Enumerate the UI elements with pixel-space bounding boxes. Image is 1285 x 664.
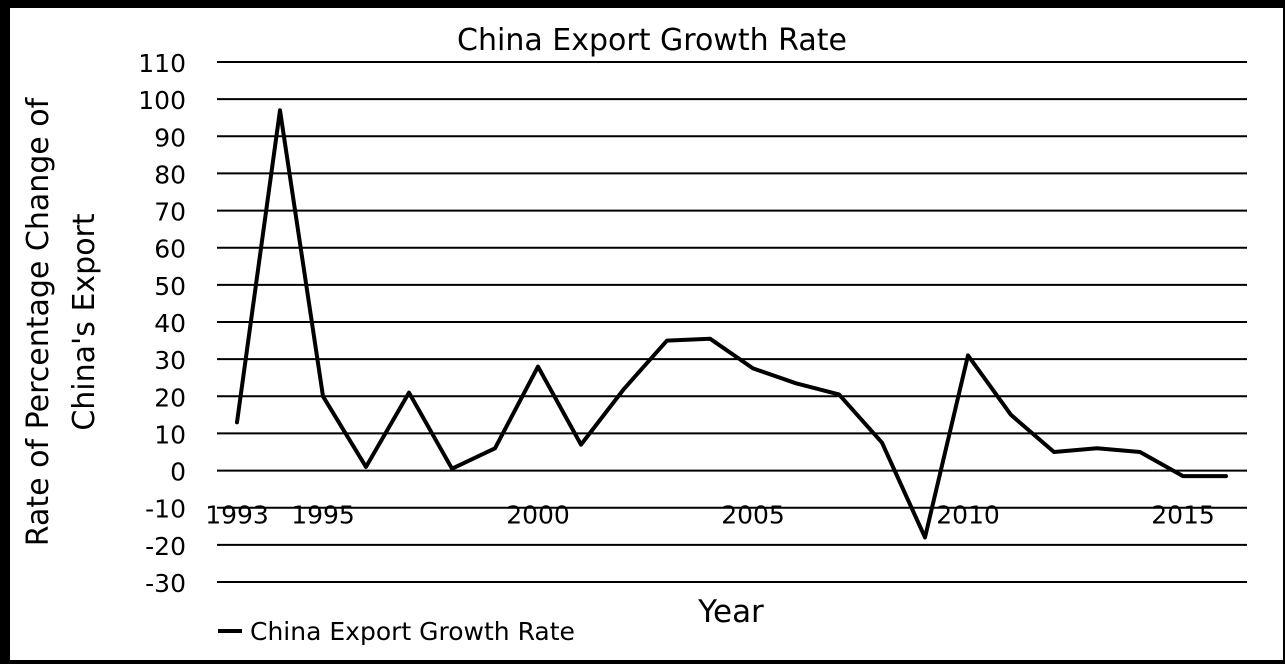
- data-point: [450, 467, 454, 471]
- gridlines: [217, 61, 1247, 583]
- data-point: [364, 465, 368, 469]
- x-tick-label: 1995: [291, 501, 355, 530]
- y-tick-label: 110: [138, 49, 186, 78]
- y-tick-label: 40: [154, 309, 186, 338]
- data-point: [1138, 450, 1142, 454]
- data-point: [1224, 474, 1228, 478]
- y-tick-label: -30: [145, 569, 186, 598]
- data-point: [235, 420, 239, 424]
- data-point: [665, 339, 669, 343]
- y-tick-label: 50: [154, 272, 186, 301]
- x-tick-label: 1993: [205, 501, 269, 530]
- legend-label: China Export Growth Rate: [250, 617, 575, 646]
- x-tick-label: 2000: [506, 501, 570, 530]
- data-point: [407, 391, 411, 395]
- x-axis-label: Year: [697, 594, 764, 630]
- data-point: [1181, 474, 1185, 478]
- y-tick-label: 20: [154, 383, 186, 412]
- y-tick-label: 90: [154, 123, 186, 152]
- y-tick-label: 70: [154, 198, 186, 227]
- data-point: [1095, 446, 1099, 450]
- y-tick-label: 0: [170, 458, 186, 487]
- series-lines: [235, 108, 1228, 540]
- data-point: [794, 381, 798, 385]
- y-tick-label: 10: [154, 420, 186, 449]
- x-tick-label: 2010: [936, 501, 1000, 530]
- data-point: [880, 441, 884, 445]
- y-tick-label: 60: [154, 235, 186, 264]
- x-tick-label: 2015: [1151, 501, 1215, 530]
- y-axis-label-line1: Rate of Percentage Change of: [21, 96, 56, 546]
- legend: China Export Growth Rate: [218, 617, 575, 646]
- data-point: [622, 387, 626, 391]
- data-point: [751, 366, 755, 370]
- y-tick-label: -10: [145, 495, 186, 524]
- x-tick-label: 2005: [721, 501, 785, 530]
- x-tick-labels: 1993 1995 2000 2005 2010 2015: [205, 501, 1215, 530]
- y-axis-label-line2: China's Export: [67, 213, 102, 431]
- y-tick-label: -20: [145, 532, 186, 561]
- data-point: [837, 392, 841, 396]
- data-point: [278, 108, 282, 112]
- y-tick-label: 30: [154, 346, 186, 375]
- data-point: [493, 446, 497, 450]
- y-tick-label: 100: [138, 86, 186, 115]
- data-point: [708, 337, 712, 341]
- data-point: [579, 443, 583, 447]
- data-point: [321, 394, 325, 398]
- data-point: [536, 365, 540, 369]
- data-point: [923, 535, 927, 539]
- series-line-0: [235, 108, 1228, 540]
- chart-title: China Export Growth Rate: [457, 23, 847, 58]
- y-tick-label: 80: [154, 160, 186, 189]
- y-axis-label: Rate of Percentage Change of China's Exp…: [21, 96, 102, 546]
- data-point: [966, 353, 970, 357]
- data-point: [1052, 450, 1056, 454]
- data-point: [1009, 413, 1013, 417]
